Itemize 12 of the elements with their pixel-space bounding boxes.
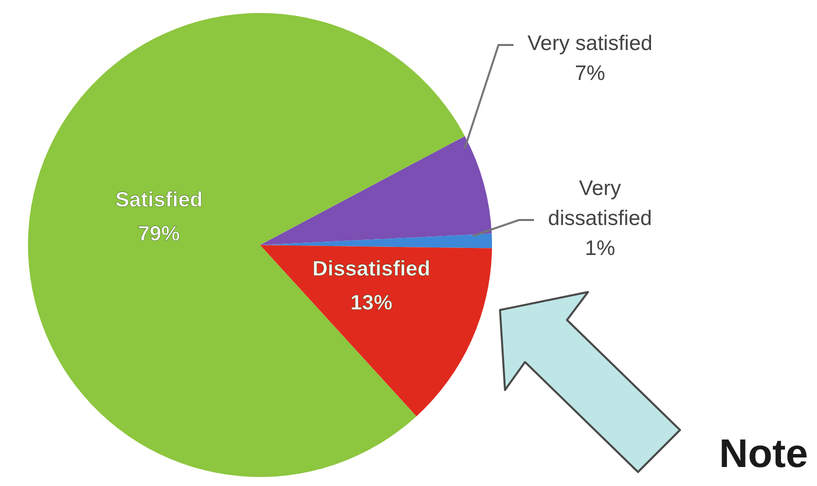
data-label: 13% <box>350 291 393 314</box>
data-label: 7% <box>574 62 606 85</box>
pie-slice <box>28 13 465 477</box>
data-label: 1% <box>584 237 616 260</box>
slice-label: Very satisfied <box>528 32 652 55</box>
pie-slice <box>260 245 492 416</box>
data-label: 79% <box>138 222 180 246</box>
pie-slice <box>260 136 492 245</box>
slice-label: Satisfied <box>115 188 203 212</box>
text: Note <box>719 432 808 476</box>
slice-label: Dissatisfied <box>312 257 430 280</box>
slice-label: Very dissatisfied <box>548 177 652 230</box>
